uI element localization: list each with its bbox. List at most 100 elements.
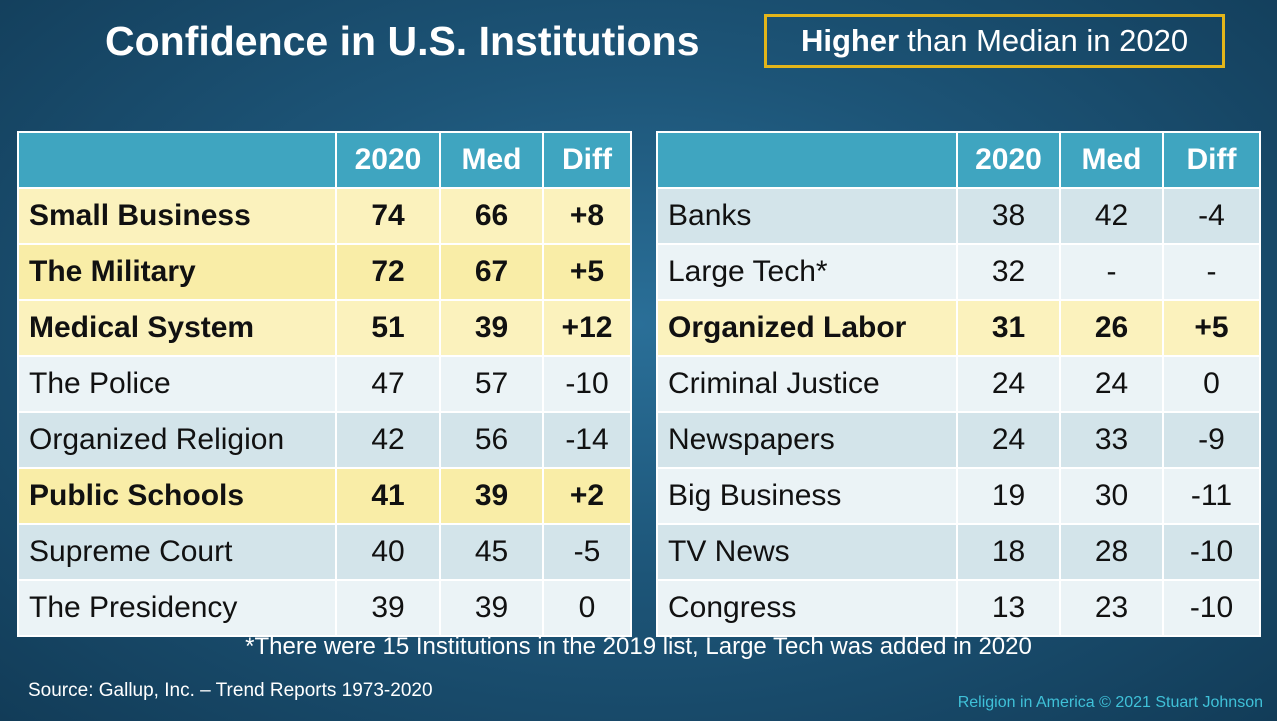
header-institution [656, 131, 958, 189]
legend-text: than Median in 2020 [907, 23, 1189, 58]
diff-cell: +8 [542, 187, 632, 245]
value-2020-cell: 72 [335, 243, 441, 301]
table-row: Newspapers 24 33 -9 [656, 411, 1261, 469]
diff-cell: - [1162, 243, 1261, 301]
table-header-row: 2020 Med Diff [17, 131, 632, 189]
right-table-body: Banks 38 42 -4 Large Tech* 32- - Organized Labo… [656, 187, 1261, 637]
diff-cell: +5 [542, 243, 632, 301]
median-cell: 67 [439, 243, 544, 301]
value-2020-cell: 24 [956, 355, 1061, 413]
table-row: Congress 13 23 -10 [656, 579, 1261, 637]
diff-cell: -10 [542, 355, 632, 413]
institution-name-cell: Congress [656, 579, 958, 637]
median-cell: 30 [1059, 467, 1164, 525]
legend-box: Higher than Median in 2020 [764, 14, 1225, 68]
median-cell: 39 [439, 299, 544, 357]
table-header-row: 2020 Med Diff [656, 131, 1261, 189]
header-median: Med [1059, 131, 1164, 189]
institution-name-cell: The Military [17, 243, 337, 301]
slide-title: Confidence in U.S. Institutions [105, 18, 700, 64]
table-row: The Police 47 57 -10 [17, 355, 632, 413]
table-row: Supreme Court 40 45 -5 [17, 523, 632, 581]
institution-name-cell: Banks [656, 187, 958, 245]
value-2020-cell: 38 [956, 187, 1061, 245]
value-2020-cell: 31 [956, 299, 1061, 357]
table-row: Large Tech* 32- - [656, 243, 1261, 301]
table-row: Public Schools 41 39 +2 [17, 467, 632, 525]
value-2020-cell: 13 [956, 579, 1061, 637]
value-2020-cell: 40 [335, 523, 441, 581]
table-row: The Military 72 67 +5 [17, 243, 632, 301]
value-2020-cell: 39 [335, 579, 441, 637]
value-2020-cell: 18 [956, 523, 1061, 581]
institution-name-cell: Organized Labor [656, 299, 958, 357]
table-row: Organized Religion 42 56 -14 [17, 411, 632, 469]
median-cell: 66 [439, 187, 544, 245]
median-cell: - [1059, 243, 1164, 301]
credit-note: Religion in America © 2021 Stuart Johnso… [957, 694, 1263, 711]
value-2020-cell: 32 [956, 243, 1061, 301]
institution-name-cell: Public Schools [17, 467, 337, 525]
diff-cell: -10 [1162, 579, 1261, 637]
value-2020-cell: 24 [956, 411, 1061, 469]
diff-cell: +2 [542, 467, 632, 525]
value-2020-cell: 47 [335, 355, 441, 413]
right-institutions-table: 2020 Med Diff Banks 38 42 -4 Large Tech* 32- -… [656, 131, 1261, 637]
diff-cell: -9 [1162, 411, 1261, 469]
footnote: *There were 15 Institutions in the 2019 … [245, 633, 1032, 660]
header-institution [17, 131, 337, 189]
left-table-body: Small Business 74 66 +8 The Military 72 67 +5 Me… [17, 187, 632, 637]
header-2020: 2020 [335, 131, 441, 189]
header-median: Med [439, 131, 544, 189]
institution-name-cell: Medical System [17, 299, 337, 357]
table-row: Big Business 19 30 -11 [656, 467, 1261, 525]
value-2020-cell: 41 [335, 467, 441, 525]
median-cell: 39 [439, 579, 544, 637]
median-cell: 26 [1059, 299, 1164, 357]
left-institutions-table: 2020 Med Diff Small Business 74 66 +8 The Mi… [17, 131, 632, 637]
institution-name-cell: Large Tech* [656, 243, 958, 301]
diff-cell: -14 [542, 411, 632, 469]
header-2020: 2020 [956, 131, 1061, 189]
diff-cell: 0 [542, 579, 632, 637]
institution-name-cell: The Presidency [17, 579, 337, 637]
source-note: Source: Gallup, Inc. – Trend Reports 197… [28, 680, 433, 701]
header-diff: Diff [542, 131, 632, 189]
median-cell: 39 [439, 467, 544, 525]
table-row: Criminal Justice 24 24 0 [656, 355, 1261, 413]
institution-name-cell: Small Business [17, 187, 337, 245]
diff-cell: +12 [542, 299, 632, 357]
median-cell: 33 [1059, 411, 1164, 469]
diff-cell: -10 [1162, 523, 1261, 581]
table-row: Medical System 51 39 +12 [17, 299, 632, 357]
value-2020-cell: 42 [335, 411, 441, 469]
median-cell: 42 [1059, 187, 1164, 245]
table-row: Banks 38 42 -4 [656, 187, 1261, 245]
table-row: Small Business 74 66 +8 [17, 187, 632, 245]
value-2020-cell: 19 [956, 467, 1061, 525]
table-row: Organized Labor 31 26 +5 [656, 299, 1261, 357]
institution-name-cell: TV News [656, 523, 958, 581]
institution-name-cell: Criminal Justice [656, 355, 958, 413]
institution-name-cell: Organized Religion [17, 411, 337, 469]
table-row: The Presidency 39 39 0 [17, 579, 632, 637]
value-2020-cell: 51 [335, 299, 441, 357]
diff-cell: +5 [1162, 299, 1261, 357]
legend-bold-word: Higher [800, 23, 900, 58]
median-cell: 23 [1059, 579, 1164, 637]
diff-cell: 0 [1162, 355, 1261, 413]
median-cell: 28 [1059, 523, 1164, 581]
median-cell: 24 [1059, 355, 1164, 413]
diff-cell: -4 [1162, 187, 1261, 245]
institution-name-cell: Supreme Court [17, 523, 337, 581]
table-row: TV News 18 28 -10 [656, 523, 1261, 581]
institution-name-cell: Newspapers [656, 411, 958, 469]
median-cell: 57 [439, 355, 544, 413]
institution-name-cell: Big Business [656, 467, 958, 525]
header-diff: Diff [1162, 131, 1261, 189]
median-cell: 56 [439, 411, 544, 469]
value-2020-cell: 74 [335, 187, 441, 245]
diff-cell: -11 [1162, 467, 1261, 525]
median-cell: 45 [439, 523, 544, 581]
institution-name-cell: The Police [17, 355, 337, 413]
